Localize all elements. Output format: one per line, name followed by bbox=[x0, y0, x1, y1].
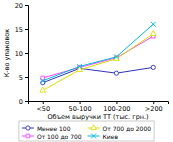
legend-label: От 700 до 2000 bbox=[103, 125, 152, 132]
point bbox=[150, 31, 156, 36]
x-axis-title: Объем выручки ТТ (тыс. грн.) bbox=[47, 113, 148, 121]
x-tick: >200 bbox=[145, 101, 163, 113]
y-tick-label: 5 bbox=[19, 74, 23, 82]
x-tick-mark bbox=[116, 101, 117, 104]
point bbox=[151, 65, 155, 69]
y-tick-label: 15 bbox=[15, 26, 23, 34]
y-axis: 0 5 10 15 20 bbox=[15, 2, 29, 106]
point bbox=[77, 64, 82, 69]
y-tick: 10 bbox=[15, 50, 28, 58]
y-tick-label: 20 bbox=[15, 2, 23, 10]
y-tick-mark bbox=[25, 5, 28, 6]
series bbox=[41, 34, 155, 80]
y-tick-label: 10 bbox=[15, 50, 23, 58]
legend-item: От 700 до 2000 bbox=[88, 125, 152, 132]
legend-symbol bbox=[91, 125, 97, 130]
y-tick: 20 bbox=[15, 2, 28, 10]
legend-item: От 100 до 700 bbox=[22, 133, 82, 140]
y-axis-title: К-во упаковок bbox=[3, 29, 11, 78]
series-line bbox=[43, 24, 154, 81]
y-tick: 5 bbox=[19, 74, 28, 82]
legend-item: Менее 100 bbox=[22, 125, 71, 132]
x-tick-mark bbox=[80, 101, 81, 104]
y-axis-line bbox=[25, 6, 29, 102]
legend-symbol bbox=[26, 126, 30, 130]
point bbox=[40, 78, 45, 83]
legend-label: Киев bbox=[103, 133, 119, 140]
y-tick-label: 0 bbox=[19, 98, 23, 106]
legend-item: Киев bbox=[88, 133, 119, 140]
x-tick-label: 50-100 bbox=[69, 105, 92, 113]
series-line bbox=[43, 67, 154, 82]
legend-symbol bbox=[26, 134, 30, 138]
point bbox=[151, 22, 156, 27]
legend: Менее 100От 100 до 700 От 700 до 2000Киев bbox=[19, 121, 154, 141]
x-tick-label: >200 bbox=[145, 105, 163, 113]
y-tick-mark bbox=[25, 101, 28, 102]
legend-frame bbox=[19, 121, 154, 141]
x-tick-mark bbox=[153, 101, 154, 104]
x-axis: <50 50-100 100-200 >200 bbox=[29, 101, 169, 113]
y-tick: 0 bbox=[19, 98, 28, 106]
legend-label: От 100 до 700 bbox=[37, 133, 82, 140]
series-line bbox=[43, 36, 154, 78]
x-tick-mark bbox=[43, 101, 44, 104]
legend-label: Менее 100 bbox=[37, 125, 71, 132]
y-tick-mark bbox=[25, 53, 28, 54]
y-tick: 15 bbox=[15, 26, 28, 34]
y-tick-mark bbox=[25, 77, 28, 78]
legend-symbol bbox=[91, 134, 96, 139]
point bbox=[114, 71, 118, 75]
y-tick-mark bbox=[25, 29, 28, 30]
plot-area: 0 5 10 15 20 <50 50-100 100-200 >200 bbox=[15, 2, 169, 113]
marks bbox=[40, 22, 156, 92]
x-tick-label: <50 bbox=[36, 105, 50, 113]
x-tick: <50 bbox=[36, 101, 50, 113]
x-tick: 50-100 bbox=[69, 101, 92, 113]
point bbox=[40, 87, 46, 92]
x-tick-label: 100-200 bbox=[103, 105, 130, 113]
series bbox=[40, 22, 156, 84]
point bbox=[114, 54, 119, 59]
x-tick: 100-200 bbox=[103, 101, 130, 113]
chart: 0 5 10 15 20 <50 50-100 100-200 >200 К-во упаково… bbox=[0, 0, 173, 142]
